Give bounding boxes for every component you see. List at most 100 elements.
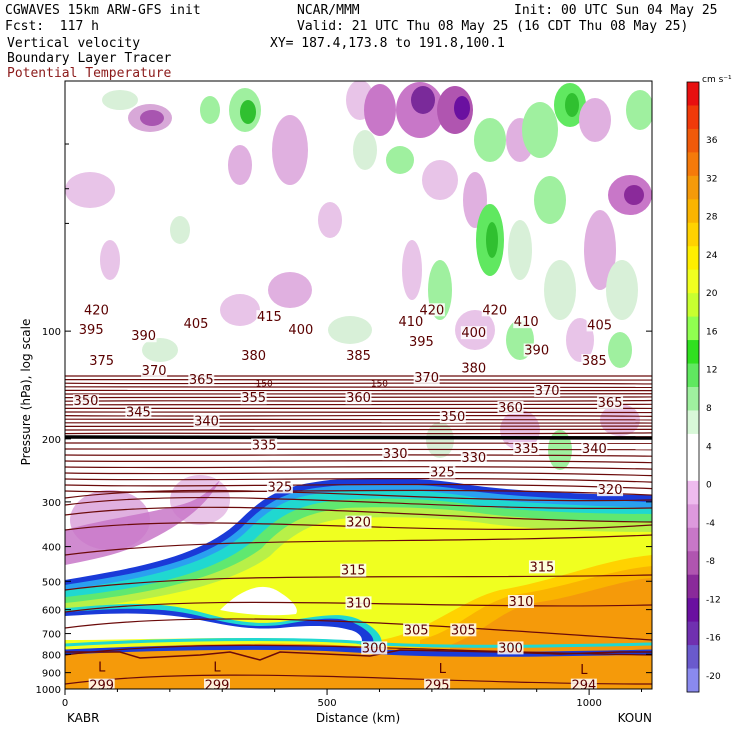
colorbar-label: 20 [706, 289, 718, 299]
theta-isentrope [65, 618, 652, 641]
low-marker: L [580, 663, 588, 678]
colorbar-swatch [687, 152, 699, 177]
theta-label: 305 [451, 623, 476, 638]
theta-label: 305 [404, 623, 429, 638]
theta-label: 350 [440, 410, 465, 425]
theta-label: 299 [89, 679, 114, 694]
valid-time: Valid: 21 UTC Thu 08 May 25 (16 CDT Thu … [297, 19, 689, 34]
theta-label: 385 [346, 349, 371, 364]
theta-isentrope [65, 574, 652, 591]
theta-isentrope [65, 483, 652, 490]
theta-isentrope [65, 382, 652, 385]
theta-isentrope [65, 471, 652, 477]
y-tick-label: 700 [42, 630, 61, 641]
org-label: NCAR/MMM [297, 3, 360, 18]
colorbar-swatch [687, 574, 699, 599]
theta-label-bg [581, 442, 608, 456]
y-tick-label: 100 [42, 327, 61, 338]
theta-isentrope [65, 460, 652, 464]
theta-isentrope [65, 644, 652, 656]
theta-label: 375 [89, 354, 114, 369]
x-tick-label: 1000 [576, 698, 601, 709]
theta-label: 390 [131, 329, 156, 344]
theta-isentrope [65, 466, 652, 470]
colorbar-swatch [687, 82, 699, 106]
theta-label: 299 [205, 679, 230, 694]
theta-label: 405 [587, 318, 612, 333]
theta-label: 380 [241, 349, 266, 364]
colorbar-unit: cm s⁻¹ [702, 75, 732, 85]
theta-label: 400 [461, 326, 486, 341]
theta-label-bg [345, 596, 372, 610]
theta-label: 395 [409, 335, 434, 350]
colorbar-swatch [687, 457, 699, 482]
theta-label-bg [597, 396, 624, 410]
theta-label: 300 [498, 641, 523, 656]
theta-label-bg [581, 354, 608, 368]
theta-label: 365 [598, 396, 623, 411]
colorbar-swatch [687, 527, 699, 552]
theta-label-bg [287, 323, 314, 337]
theta-label-bg [408, 335, 435, 349]
colorbar-label: 8 [706, 404, 712, 414]
colorbar-label: 28 [706, 213, 718, 223]
tropopause-pressure-label: 150 [371, 379, 388, 389]
theta-label: 295 [425, 679, 450, 694]
theta-contours [65, 375, 652, 685]
x-tick-label: 500 [318, 698, 337, 709]
colorbar-swatch [687, 105, 699, 130]
theta-label: 420 [419, 303, 444, 318]
theta-label-bg [193, 414, 220, 428]
colorbar-label: 24 [706, 251, 718, 261]
theta-label-bg [125, 405, 152, 419]
theta-isentrope [65, 674, 652, 685]
theta-label-bg [418, 303, 445, 317]
theta-label-bg [130, 329, 157, 343]
endpoint-left: KABR [67, 711, 99, 725]
field-vertical-velocity: Vertical velocity [7, 36, 141, 51]
theta-label: 400 [288, 323, 313, 338]
surface-contour [65, 649, 652, 661]
theta-label: 380 [461, 362, 486, 377]
theta-label-bg [345, 348, 372, 362]
theta-label: 315 [341, 564, 366, 579]
theta-label: 335 [514, 442, 539, 457]
theta-label-bg [72, 394, 99, 408]
y-tick-label: 600 [42, 606, 61, 617]
colorbar-swatch [687, 668, 699, 693]
theta-isentrope [65, 506, 652, 523]
theta-isentrope [65, 428, 652, 431]
theta-label-bg [460, 451, 487, 465]
theta-label-bg [586, 318, 613, 332]
theta-label-bg [497, 400, 524, 414]
theta-label-bg [83, 303, 110, 317]
theta-label-bg [513, 442, 540, 456]
theta-label: 310 [346, 596, 371, 611]
theta-isentrope [65, 403, 652, 406]
theta-label: 320 [346, 516, 371, 531]
low-marker: L [98, 660, 106, 675]
theta-label-bg [78, 323, 105, 337]
theta-isentrope [65, 448, 652, 451]
tropopause-pressure-label: 150 [256, 379, 273, 389]
theta-label: 360 [346, 391, 371, 406]
colorbar-label: -12 [706, 595, 721, 605]
theta-label: 360 [498, 401, 523, 416]
theta-label: 405 [184, 317, 209, 332]
theta-label-bg [345, 391, 372, 405]
theta-label-bg [570, 678, 597, 689]
theta-label: 325 [430, 466, 455, 481]
colorbar-swatch [687, 480, 699, 505]
theta-label: 330 [461, 451, 486, 466]
theta-label-bg [397, 315, 424, 329]
field-potential-temperature: Potential Temperature [7, 66, 172, 81]
theta-label: 340 [194, 414, 219, 429]
theta-label-bg [345, 515, 372, 529]
theta-label-bg [424, 678, 451, 689]
y-tick-label: 800 [42, 650, 61, 661]
endpoint-right: KOUN [618, 711, 652, 725]
colorbar-swatch [687, 504, 699, 529]
